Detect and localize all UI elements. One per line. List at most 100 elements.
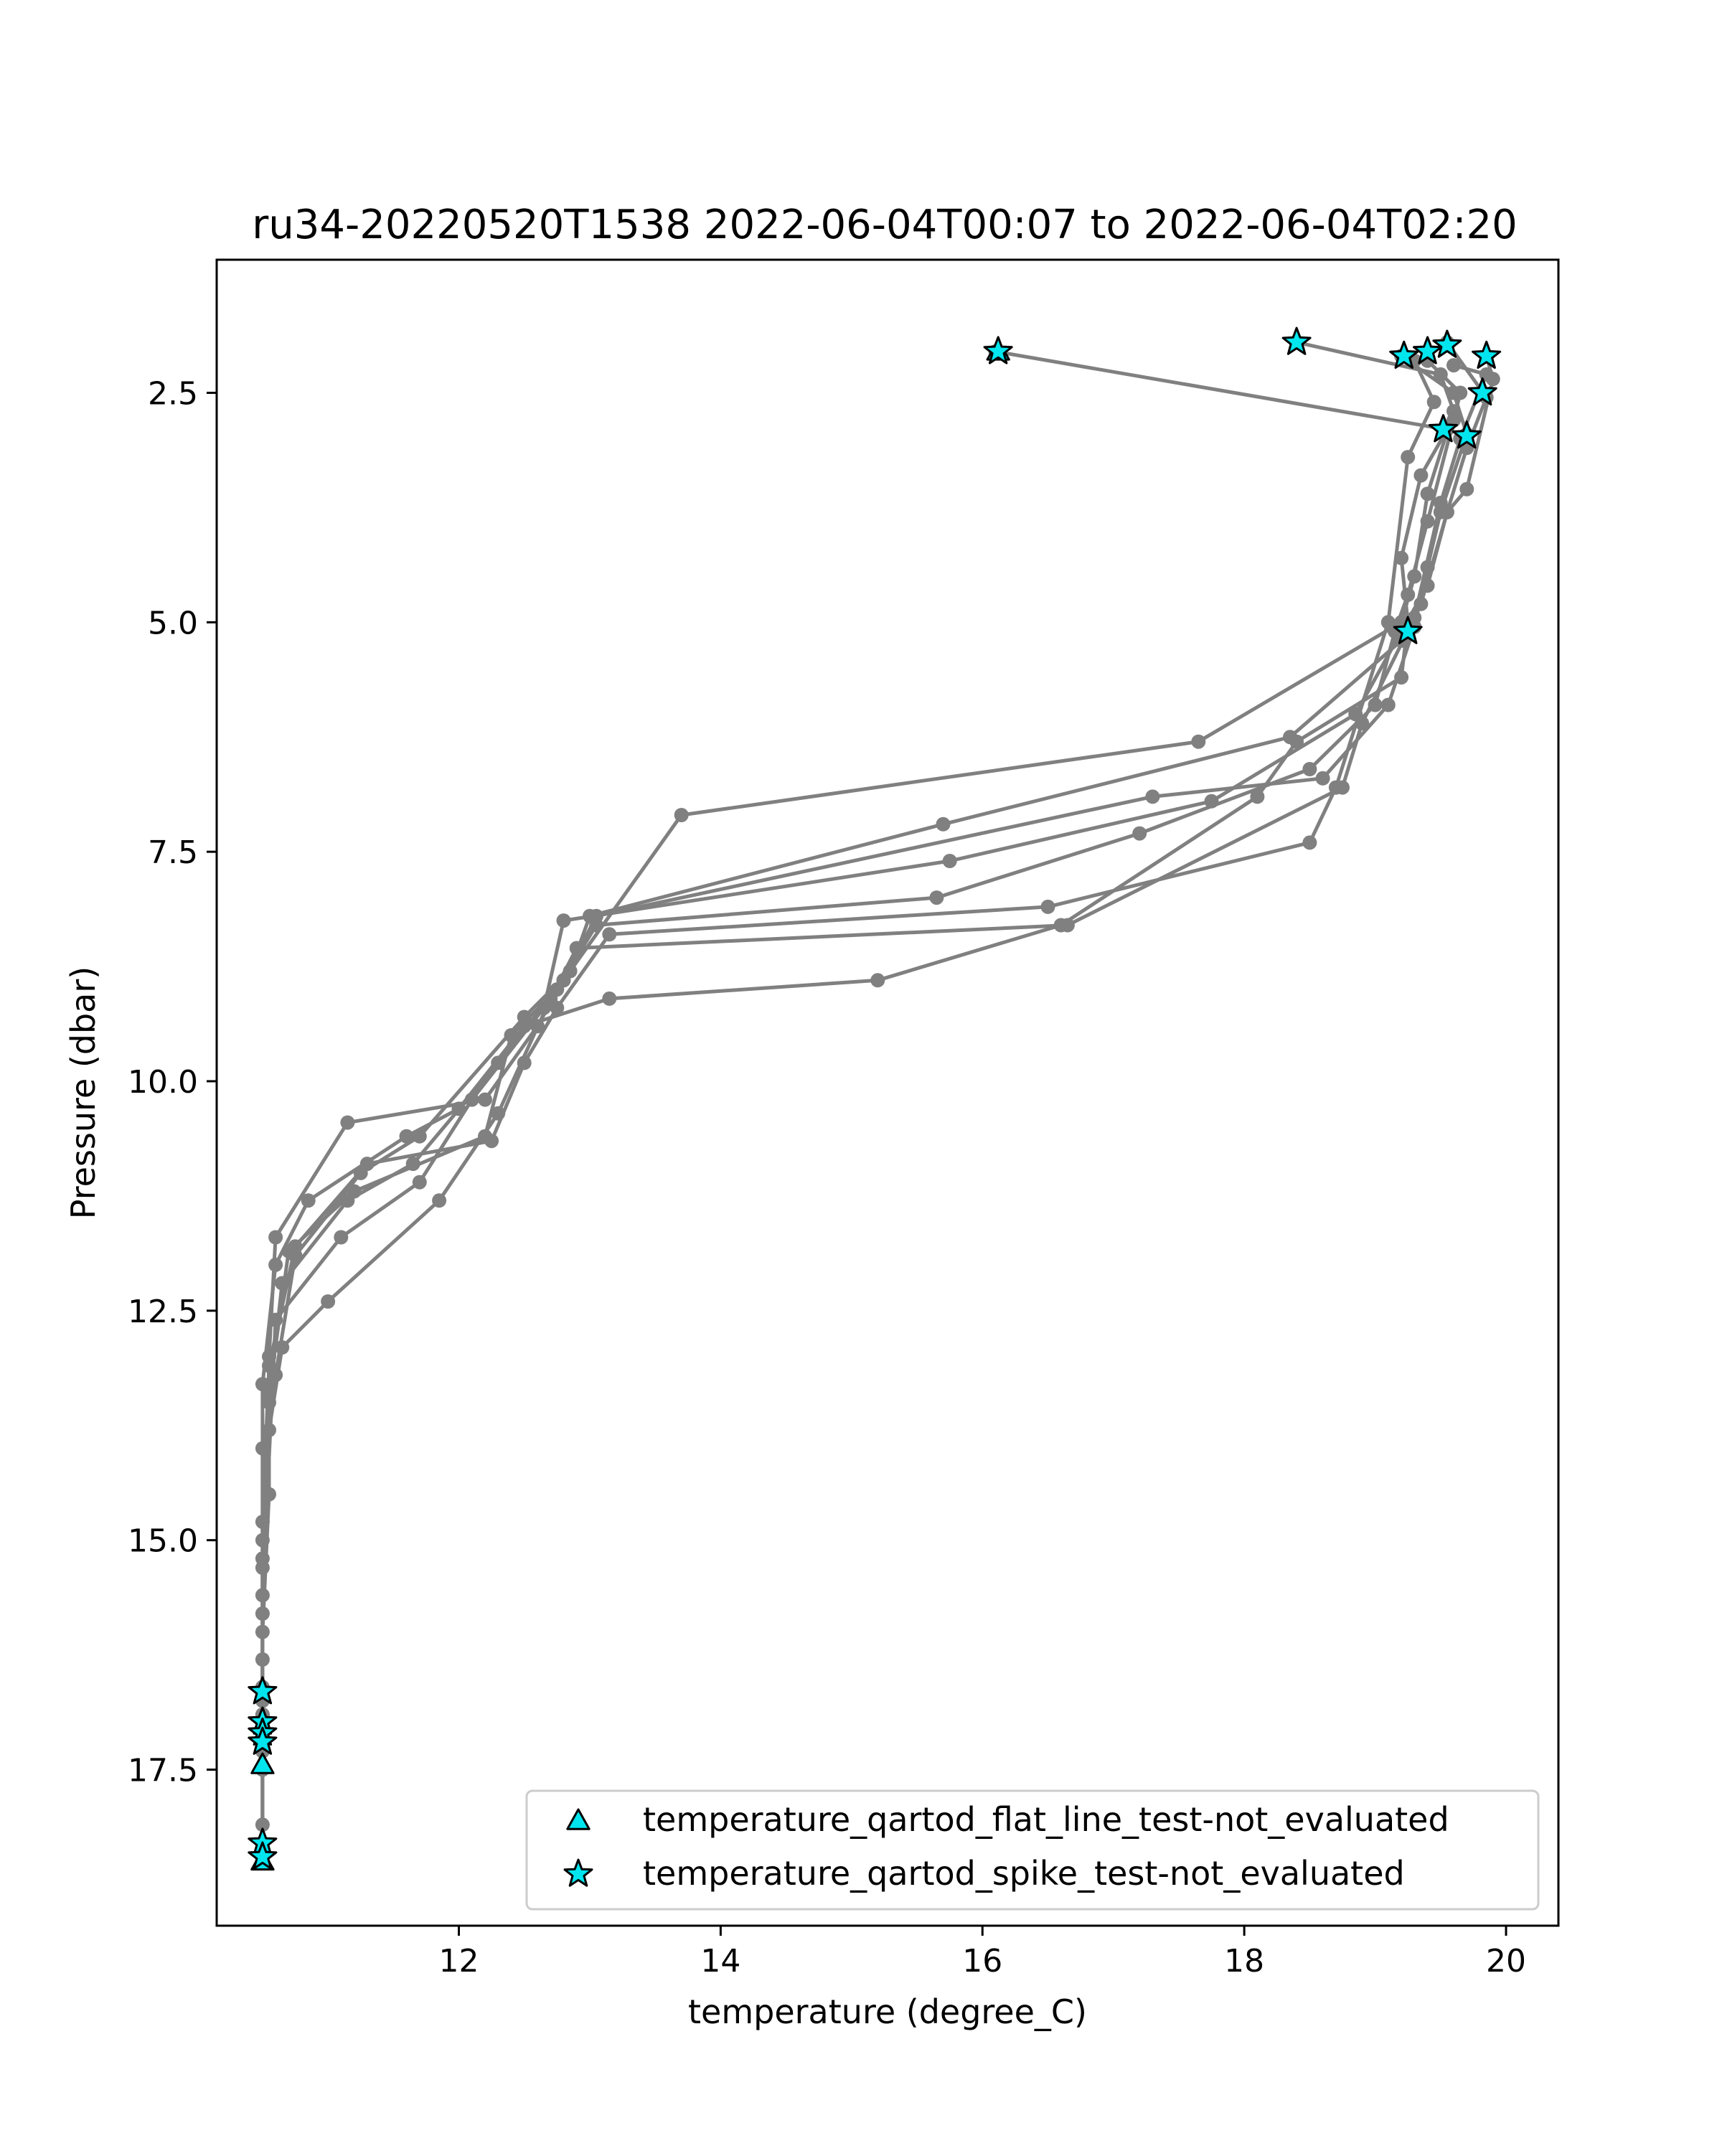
profile-point (1446, 358, 1461, 373)
profile-line-6 (260, 363, 1489, 1862)
profile-point (1040, 899, 1055, 914)
profile-point (556, 913, 571, 928)
spike-flag-marker (248, 1841, 278, 1870)
profile-point (1250, 789, 1265, 804)
profile-point (340, 1115, 355, 1130)
profile-point (1380, 697, 1396, 712)
plot-frame (215, 258, 1560, 1927)
x-tick-label: 14 (700, 1943, 740, 1980)
spike-flag-marker (1432, 329, 1462, 358)
legend-frame (525, 1789, 1540, 1911)
profile-point (942, 854, 957, 868)
profile-point (262, 1423, 276, 1438)
profile-point (1407, 610, 1422, 625)
spike-flag-marker (1467, 377, 1497, 406)
profile-point (1380, 615, 1396, 630)
spike-flag-marker (1413, 336, 1443, 364)
profile-point (321, 1294, 336, 1309)
spike-flag-marker (983, 336, 1013, 364)
profile-point (1426, 395, 1441, 410)
y-tick-label: 17.5 (128, 1753, 198, 1789)
profile-point (478, 1092, 492, 1107)
profile-point (1283, 730, 1297, 745)
profile-point (1145, 789, 1160, 804)
profile-point (412, 1174, 427, 1190)
profile-point (929, 890, 944, 905)
spike-flag-marker (1472, 340, 1502, 369)
profile-point (484, 1134, 499, 1149)
y-tick-label: 15.0 (128, 1523, 198, 1560)
profile-point (347, 1184, 362, 1199)
y-tick-label: 10.0 (128, 1064, 198, 1101)
profile-point (262, 1358, 276, 1373)
profile-point (1401, 450, 1416, 465)
profile-point (412, 1129, 427, 1144)
axis-ticks: 12 14 16 18 20 2.5 5.0 7.5 10.0 12.5 15.0 17.5 (128, 376, 1526, 1980)
profile-point (1413, 468, 1429, 483)
profile-point (1459, 481, 1474, 496)
spike-flag-marker (1428, 414, 1458, 443)
x-tick-label: 18 (1224, 1943, 1264, 1980)
y-tick-label: 7.5 (148, 834, 198, 871)
profile-point (1453, 385, 1468, 400)
profile-point (569, 941, 584, 956)
profile-point (1420, 486, 1435, 502)
plot-area (248, 326, 1502, 1871)
x-tick-label: 12 (439, 1943, 479, 1980)
spike-flag-marker (248, 1726, 278, 1755)
profile-point (602, 927, 617, 942)
profile-point (870, 973, 885, 988)
profile-point (936, 816, 951, 832)
spike-flag-marker (1389, 340, 1419, 369)
y-tick-label: 12.5 (128, 1294, 198, 1330)
profile-point (334, 1230, 349, 1245)
legend-star-icon (563, 1858, 593, 1887)
profile-point (674, 808, 689, 822)
spike-flag-marker (1393, 616, 1423, 644)
profile-point (1302, 762, 1317, 776)
profile-point (464, 1092, 479, 1107)
profile-point (288, 1239, 303, 1254)
profile-point (504, 1028, 519, 1042)
profile-point (1420, 514, 1435, 529)
profile-point (589, 918, 604, 933)
spike-flag-marker (1281, 326, 1312, 355)
flat-line-flag-marker (250, 1752, 275, 1774)
profile-point (275, 1340, 290, 1355)
legend: temperature_qartod_flat_line_test-not_ev… (525, 1789, 1540, 1911)
profile-point (268, 1230, 283, 1245)
profile-point (1401, 588, 1416, 602)
profile-point (399, 1129, 414, 1144)
profile-point (432, 1193, 447, 1208)
profile-point (1433, 496, 1448, 510)
legend-label-flat-line: temperature_qartod_flat_line_test-not_ev… (643, 1800, 1449, 1839)
profile-point (255, 1515, 270, 1530)
y-tick-label: 5.0 (148, 605, 198, 641)
profile-point (550, 1000, 565, 1015)
profile-point (1302, 835, 1317, 850)
profile-point (301, 1193, 316, 1208)
profile-point (1060, 918, 1075, 933)
legend-triangle-icon (566, 1808, 591, 1830)
profile-point (359, 1157, 375, 1172)
profile-point (255, 1817, 270, 1832)
profile-point (602, 991, 617, 1006)
profile-point (1315, 771, 1330, 786)
x-tick-label: 16 (962, 1943, 1002, 1980)
x-axis-label: temperature (degree_C) (688, 1992, 1087, 2031)
chart-title: ru34-20220520T1538 2022-06-04T00:07 to 2… (252, 202, 1517, 248)
profile-point (517, 1055, 532, 1070)
legend-marker-flat-line (566, 1808, 591, 1830)
legend-label-spike: temperature_qartod_spike_test-not_evalua… (643, 1854, 1405, 1893)
spike-flag-marker (1452, 420, 1482, 449)
legend-marker-spike (563, 1858, 593, 1887)
x-tick-label: 20 (1486, 1943, 1526, 1980)
profile-point (1132, 826, 1147, 841)
y-axis-label: Pressure (dbar) (64, 966, 103, 1219)
profile-point (1328, 780, 1343, 795)
profile-point (1191, 734, 1206, 749)
y-tick-label: 2.5 (148, 376, 198, 413)
spike-flag-marker (248, 1676, 278, 1705)
